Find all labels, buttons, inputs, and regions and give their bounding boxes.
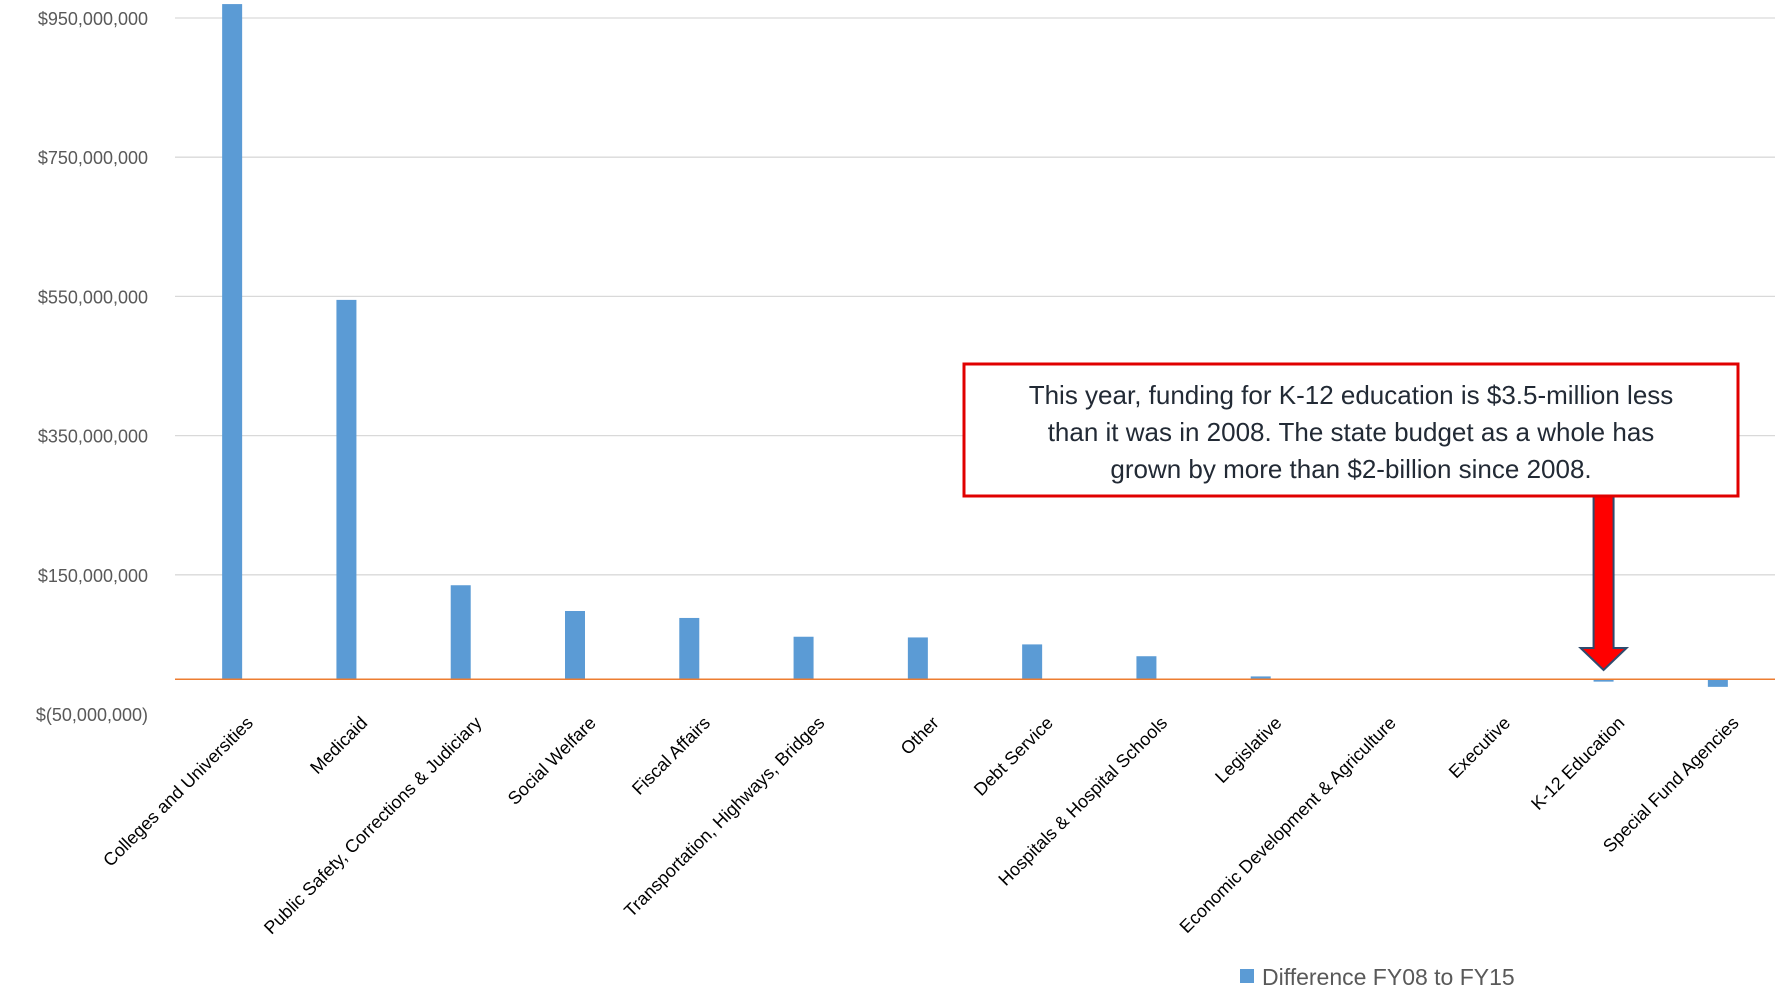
bar — [1022, 644, 1043, 680]
legend-swatch — [1240, 969, 1254, 983]
bar — [1593, 679, 1614, 682]
bar — [450, 585, 471, 680]
bar — [1250, 676, 1271, 680]
bars — [222, 4, 1728, 687]
y-tick-label: $950,000,000 — [38, 9, 148, 29]
bar — [1707, 679, 1728, 687]
x-tick-label: Fiscal Affairs — [628, 713, 714, 799]
bar — [565, 610, 585, 680]
bar — [793, 636, 814, 680]
x-tick-label: Colleges and Universities — [99, 713, 257, 871]
x-tick-label: Social Welfare — [504, 713, 600, 809]
legend-label: Difference FY08 to FY15 — [1262, 964, 1515, 990]
y-tick-label: $550,000,000 — [38, 287, 148, 307]
y-tick-label: $(50,000,000) — [36, 705, 148, 725]
y-tick-label: $750,000,000 — [38, 148, 148, 168]
x-axis: Colleges and Universities MedicaidPublic … — [99, 713, 1742, 938]
callout-arrow — [1578, 495, 1630, 672]
x-tick-label: Debt Service — [970, 713, 1057, 800]
x-tick-label: Transportation, Highways, Bridges — [620, 713, 828, 921]
x-tick-label: Economic Development & Agriculture — [1176, 713, 1400, 937]
x-tick-label: Public Safety, Corrections & Judiciary — [260, 713, 485, 938]
callout-text-line: This year, funding for K-12 education is… — [1029, 380, 1674, 410]
bar — [907, 637, 928, 680]
x-tick-label: K-12 Education — [1527, 713, 1628, 814]
y-tick-label: $150,000,000 — [38, 566, 148, 586]
callout-box — [962, 362, 1740, 498]
x-tick-label: Other — [897, 713, 943, 759]
y-tick-label: $350,000,000 — [38, 427, 148, 447]
annotation-callout: This year, funding for K-12 education is… — [962, 362, 1740, 672]
bar — [679, 617, 700, 680]
callout-text-line: than it was in 2008. The state budget as… — [1048, 417, 1655, 447]
x-tick-label: Medicaid — [306, 713, 371, 778]
y-axis: $(50,000,000) $150,000,000 $350,000,000 $55… — [36, 9, 148, 725]
bar — [336, 299, 357, 680]
x-tick-label: Legislative — [1211, 713, 1285, 787]
legend: Difference FY08 to FY15 — [1240, 964, 1515, 990]
bar — [222, 4, 243, 680]
x-tick-label: Executive — [1445, 713, 1514, 782]
callout-text-line: grown by more than $2-billion since 2008… — [1110, 454, 1591, 484]
bar — [1136, 656, 1157, 680]
